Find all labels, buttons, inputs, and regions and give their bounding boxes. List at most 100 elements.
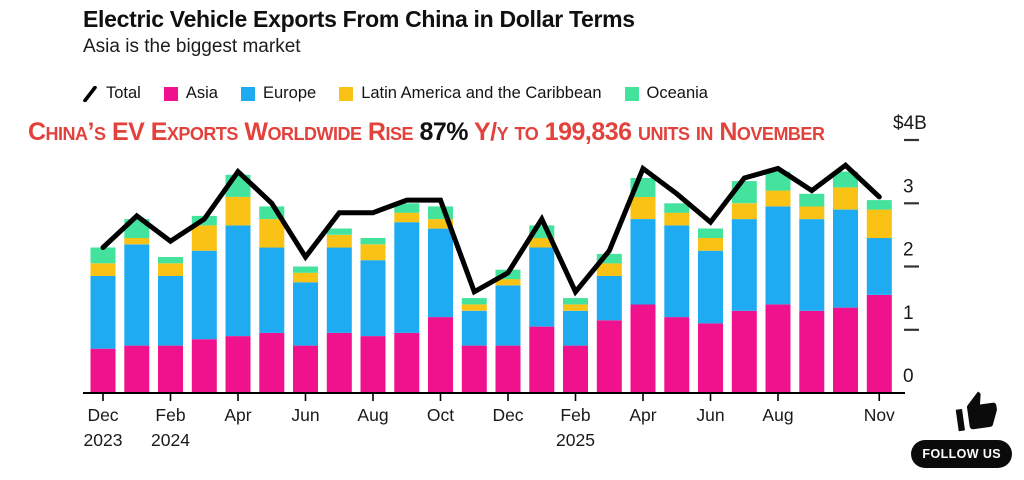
bar-segment-asia: [563, 345, 588, 393]
x-axis-label-year: 2025: [556, 430, 595, 450]
bar-segment-europe: [191, 250, 217, 340]
legend-swatch-oceania-icon: [624, 86, 639, 101]
bar-segment-europe: [394, 222, 420, 333]
bar-segment-asia: [158, 345, 183, 393]
bar-segment-oceania: [461, 298, 487, 305]
bar-segment-oceania: [698, 228, 723, 238]
x-axis-label-month: Oct: [427, 405, 454, 425]
x-axis-label-month: Feb: [155, 405, 185, 425]
bar-segment-oceania: [833, 171, 858, 188]
bar-segment-oceania: [394, 203, 420, 213]
bar-segment-asia: [124, 345, 150, 393]
headline-text-suffix: Y/y to 199,836 units in November: [467, 118, 825, 146]
bar-segment-asia: [461, 345, 487, 393]
bar-segment-europe: [124, 244, 150, 346]
bar-segment-europe: [529, 247, 555, 327]
bar-segment-europe: [698, 250, 723, 324]
legend-item-latin-america-and-the-caribbean: Latin America and the Caribbean: [339, 84, 602, 103]
bar-segment-latin-america-and-the-caribbean: [833, 187, 858, 210]
y-axis-label: $4B: [893, 113, 927, 134]
bar-segment-latin-america-and-the-caribbean: [191, 225, 217, 251]
bar-segment-oceania: [90, 247, 116, 264]
bar-segment-europe: [596, 276, 622, 321]
bar-segment-europe: [664, 225, 690, 318]
x-axis-label-month: Jun: [291, 405, 319, 425]
bar-segment-asia: [731, 310, 757, 393]
legend-item-asia: Asia: [163, 84, 218, 103]
chart-title: Electric Vehicle Exports From China in D…: [83, 6, 635, 32]
bar-segment-oceania: [360, 238, 386, 245]
bar-segment-asia: [833, 307, 858, 393]
bar-segment-asia: [191, 339, 217, 393]
bar-segment-latin-america-and-the-caribbean: [495, 279, 521, 286]
bar-segment-asia: [596, 320, 622, 393]
bar-segment-europe: [765, 206, 791, 305]
bar-segment-asia: [799, 310, 825, 393]
bar-segment-latin-america-and-the-caribbean: [529, 238, 555, 248]
x-axis-label-year: 2024: [151, 430, 190, 450]
bar-segment-latin-america-and-the-caribbean: [124, 238, 150, 245]
bar-segment-oceania: [765, 171, 791, 191]
bar-segment-latin-america-and-the-caribbean: [866, 209, 892, 239]
bar-segment-asia: [293, 345, 318, 393]
bar-segment-europe: [731, 219, 757, 311]
bar-segment-latin-america-and-the-caribbean: [765, 190, 791, 207]
bar-segment-europe: [428, 228, 453, 318]
bar-segment-europe: [630, 219, 656, 305]
bar-segment-latin-america-and-the-caribbean: [799, 206, 825, 220]
bar-segment-europe: [866, 238, 892, 295]
bar-segment-oceania: [563, 298, 588, 305]
bar-segment-latin-america-and-the-caribbean: [293, 272, 318, 283]
x-axis-label-month: Apr: [629, 405, 656, 425]
bar-segment-europe: [495, 285, 521, 346]
bar-segment-europe: [563, 310, 588, 346]
bar-segment-europe: [461, 310, 487, 346]
legend: Total Asia Europe Latin America and the Car…: [83, 84, 708, 103]
bar-segment-europe: [326, 247, 352, 333]
y-axis-label: 0: [903, 366, 914, 387]
bar-segment-asia: [664, 317, 690, 393]
legend-label: Europe: [262, 84, 317, 102]
bar-segment-latin-america-and-the-caribbean: [225, 196, 251, 226]
total-line: [100, 162, 882, 297]
bar-segment-latin-america-and-the-caribbean: [158, 263, 183, 276]
chart-subtitle: Asia is the biggest market: [83, 36, 301, 57]
bar-segment-oceania: [596, 253, 622, 264]
bar-segment-europe: [833, 209, 858, 308]
y-axis-label: 3: [903, 176, 914, 197]
legend-label: Oceania: [646, 84, 708, 102]
legend-label: Latin America and the Caribbean: [361, 84, 602, 102]
bar-segment-latin-america-and-the-caribbean: [360, 244, 386, 261]
bar-segment-oceania: [799, 193, 825, 207]
bar-segment-europe: [799, 219, 825, 311]
follow-us-badge[interactable]: FOLLOW US: [906, 389, 1014, 474]
bar-segment-asia: [428, 317, 453, 393]
bar-segment-europe: [90, 276, 116, 349]
y-axis-label: 1: [903, 303, 914, 324]
bar-segment-latin-america-and-the-caribbean: [428, 219, 453, 229]
legend-label: Total: [106, 84, 141, 102]
bar-segment-oceania: [158, 257, 183, 264]
bar-segment-asia: [495, 345, 521, 393]
bar-segment-asia: [360, 336, 386, 393]
bar-segment-latin-america-and-the-caribbean: [461, 304, 487, 311]
bar-segment-asia: [698, 323, 723, 393]
bar-segment-europe: [225, 225, 251, 337]
bar-segment-asia: [90, 348, 116, 393]
legend-label: Asia: [185, 84, 218, 102]
y-axis-label: 2: [903, 240, 914, 261]
headline-overlay: China’s EV Exports Worldwide Rise 87% Y/…: [28, 118, 908, 147]
legend-item-oceania: Oceania: [624, 84, 708, 103]
legend-swatch-europe-icon: [240, 86, 255, 101]
bar-segment-europe: [259, 247, 285, 333]
bar-segment-europe: [360, 260, 386, 337]
x-axis-label-month: Jun: [696, 405, 724, 425]
bar-segment-oceania: [664, 203, 690, 213]
legend-swatch-asia-icon: [163, 86, 178, 101]
legend-item-total: Total: [83, 84, 141, 103]
bar-segment-asia: [326, 332, 352, 393]
total-line-swatch-icon: [83, 85, 97, 102]
bar-segment-latin-america-and-the-caribbean: [394, 212, 420, 223]
